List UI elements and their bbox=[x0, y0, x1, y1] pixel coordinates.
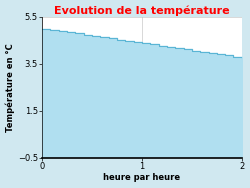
Y-axis label: Température en °C: Température en °C bbox=[6, 43, 15, 132]
Title: Evolution de la température: Evolution de la température bbox=[54, 6, 230, 16]
X-axis label: heure par heure: heure par heure bbox=[104, 174, 180, 182]
